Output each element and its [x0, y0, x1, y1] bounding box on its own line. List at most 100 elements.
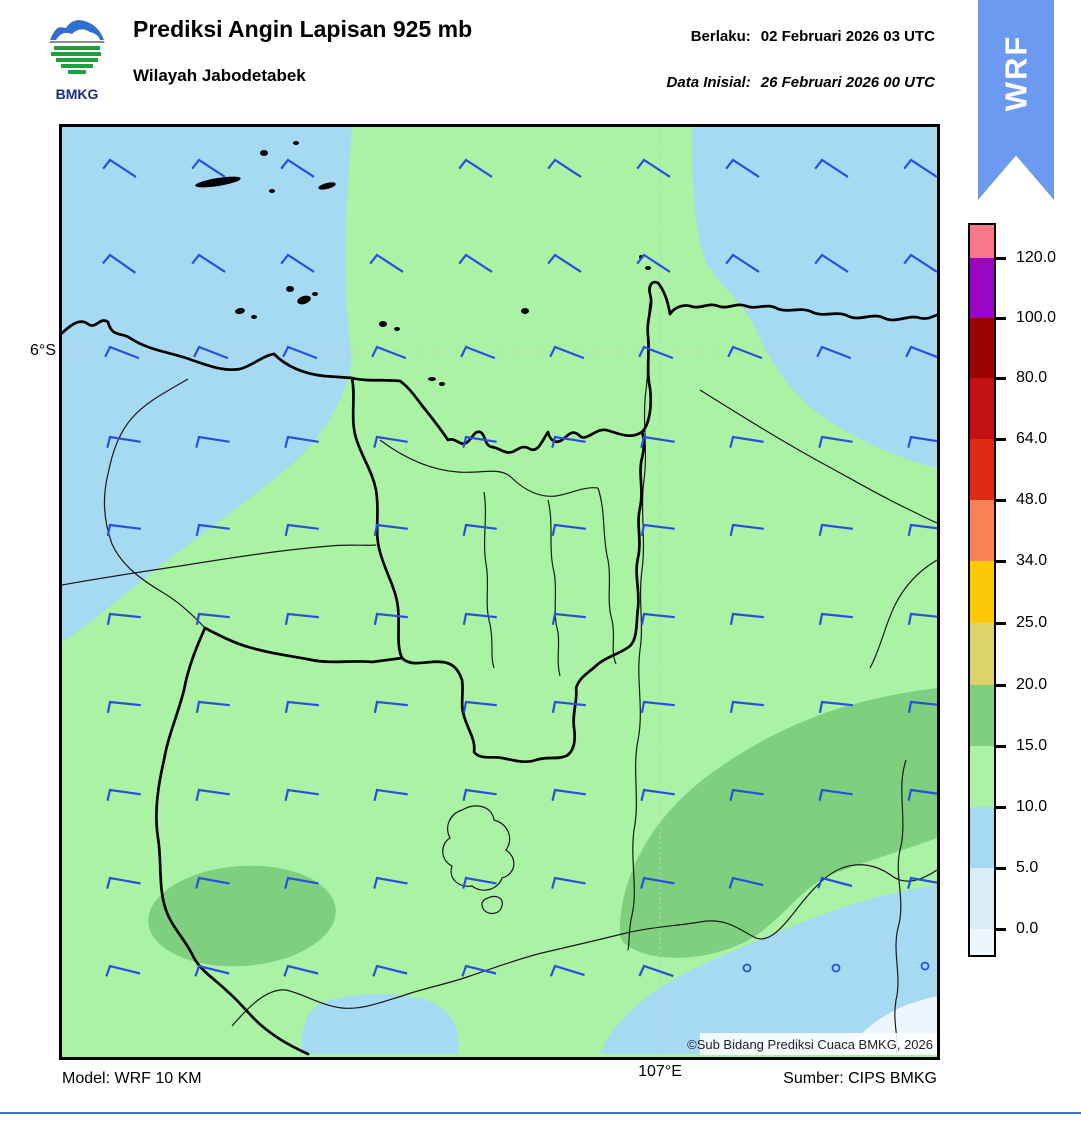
wind-barb	[551, 788, 586, 801]
wind-barb-layer	[102, 158, 937, 978]
page-title: Prediksi Angin Lapisan 925 mb	[133, 16, 473, 42]
colorbar-tick	[996, 377, 1006, 380]
wind-barb	[461, 964, 497, 977]
wind-barb	[373, 612, 408, 626]
colorbar-tick	[996, 684, 1006, 687]
wind-barb	[907, 435, 937, 448]
valid-time-value: 02 Februari 2026 03 UTC	[760, 28, 935, 45]
wind-barb	[728, 876, 764, 889]
wind-barb	[640, 435, 675, 448]
wind-barb	[195, 612, 230, 626]
wind-barb	[818, 612, 853, 626]
latitude-label: 6°S	[30, 342, 56, 359]
wind-barb	[903, 253, 937, 273]
bottom-rule	[0, 1112, 1081, 1114]
wind-barb	[729, 523, 764, 537]
wind-barb	[106, 700, 141, 714]
kepulauan-seribu-islands	[195, 141, 651, 386]
wind-barb	[195, 435, 230, 448]
wind-barb	[373, 700, 408, 714]
wind-barb	[816, 345, 852, 360]
wind-barb	[729, 700, 764, 714]
coastline-and-province-borders	[62, 280, 937, 1056]
wind-barb	[462, 612, 497, 626]
wind-barb	[814, 253, 849, 273]
blue-band-bottom-right	[600, 885, 937, 1054]
logo-bmkg-text: BMKG	[56, 86, 99, 102]
wind-barb	[907, 876, 937, 889]
colorbar-segment	[970, 318, 994, 378]
wind-barb	[818, 788, 853, 801]
wind-barb	[729, 788, 764, 801]
colorbar-tick-label: 0.0	[1016, 920, 1039, 937]
colorbar-tick	[996, 438, 1006, 441]
colorbar-segment	[970, 929, 994, 955]
colorbar-segment	[970, 807, 994, 868]
coastline	[62, 280, 937, 454]
wind-barb	[551, 435, 586, 448]
wind-barb	[106, 788, 141, 801]
init-time-label: Data Inisial:	[666, 74, 751, 91]
wind-speed-colorbar	[968, 223, 996, 957]
colorbar-segment	[970, 378, 994, 439]
copyright-text: ©Sub Bidang Prediksi Cuaca BMKG, 2026	[687, 1037, 933, 1052]
colorbar-segment	[970, 685, 994, 746]
wind-barb	[191, 253, 226, 273]
wind-barb	[280, 253, 315, 273]
valid-time-label: Berlaku:	[690, 28, 751, 45]
blue-patch-bottom-center	[301, 994, 459, 1054]
wind-barb	[462, 700, 497, 714]
wind-barb	[372, 964, 408, 977]
sea-region-nw	[62, 127, 352, 642]
wind-barb	[638, 345, 674, 360]
wind-barb	[818, 523, 853, 537]
wind-barb	[640, 612, 675, 626]
district-borders	[62, 301, 937, 1055]
colorbar-tick-label: 48.0	[1016, 491, 1048, 508]
wind-barb	[814, 158, 849, 178]
wind-barb	[640, 523, 675, 537]
wind-barb	[551, 700, 586, 714]
wind-barb	[725, 158, 760, 178]
sea-region-ne	[692, 127, 937, 468]
wind-barb	[284, 523, 319, 537]
colorbar-tick	[996, 745, 1006, 748]
calm-wind-layer	[742, 961, 930, 973]
wind-barb	[462, 788, 497, 801]
wind-map: ©Sub Bidang Prediksi Cuaca BMKG, 2026	[62, 127, 937, 1057]
wind-barb	[195, 788, 230, 801]
colorbar-segment	[970, 439, 994, 500]
colorbar-tick	[996, 867, 1006, 870]
wind-barb	[458, 158, 493, 178]
wind-barb	[460, 345, 496, 360]
valid-time-line: Berlaku: 02 Februari 2026 03 UTC	[691, 28, 935, 45]
wind-barb	[284, 876, 319, 889]
colorbar-tick	[996, 928, 1006, 931]
wrf-ribbon-label-wrap: WRF	[978, 0, 1054, 145]
wind-barb	[105, 964, 141, 977]
wind-barb	[106, 876, 141, 889]
colorbar-tick-label: 5.0	[1016, 859, 1039, 876]
page-subtitle: Wilayah Jabodetabek	[133, 66, 306, 85]
wind-barb	[373, 523, 408, 537]
wind-speed-shading	[62, 127, 937, 1057]
wind-barb	[106, 523, 141, 537]
colorbar-tick-label: 10.0	[1016, 798, 1048, 815]
wind-barb	[638, 964, 674, 978]
wind-barb	[903, 158, 937, 178]
colorbar-tick	[996, 257, 1006, 260]
wind-barb	[729, 435, 764, 448]
wind-barb	[284, 788, 319, 801]
logo-stripe	[51, 52, 101, 56]
wind-barb	[102, 158, 137, 178]
logo-horizon-line	[49, 41, 105, 43]
wind-barb	[551, 876, 586, 889]
wind-barb	[282, 345, 318, 360]
wind-barb	[193, 345, 229, 360]
colorbar-tick-label: 64.0	[1016, 430, 1048, 447]
colorbar-tick-label: 34.0	[1016, 552, 1048, 569]
wind-barb	[636, 253, 671, 273]
wind-barb	[462, 876, 497, 889]
colorbar-segment	[970, 225, 994, 258]
wind-barb	[104, 345, 140, 360]
